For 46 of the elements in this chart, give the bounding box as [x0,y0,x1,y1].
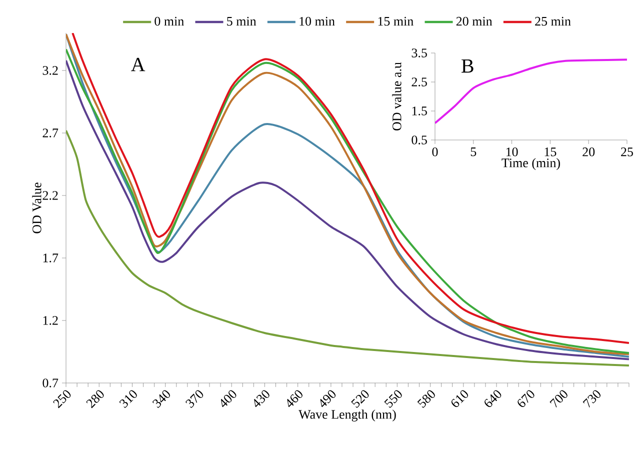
x-tick-label: 370 [186,390,204,408]
x-axis-title: Time (min) [502,158,560,170]
y-tick-label: 3.5 [412,48,427,58]
x-tick-label: 340 [152,390,170,408]
x-tick-label: 0 [432,148,438,156]
legend-label: 10 min [300,16,335,26]
x-tick-label: 490 [320,390,336,408]
x-tick-label: 460 [287,390,302,408]
y-tick-label: 1.5 [412,106,427,116]
y-tick-label: 1.2 [43,316,58,325]
x-tick-label: 400 [220,390,236,408]
x-tick-label: 580 [417,390,435,408]
legend-label: 5 min [227,16,256,26]
x-tick-label: 520 [351,390,369,408]
x-tick-label: 730 [582,390,601,408]
chart-title: B [462,59,474,73]
x-tick-label: 280 [86,390,104,408]
y-tick-label: 0.7 [42,378,58,388]
x-tick-label: 610 [451,390,468,408]
text: A [131,58,146,72]
legend-label: 0 min [154,16,184,26]
legend-label: 25 min [535,16,571,26]
y-tick-label: 2.2 [42,191,58,200]
x-tick-label: 640 [484,390,502,408]
x-tick-label: 430 [254,390,270,408]
line-series [435,58,627,124]
y-tick-label: 2.7 [42,128,58,138]
x-tick-label: 25 [621,148,633,156]
x-tick-label: 250 [53,390,71,408]
x-tick-label: 5 [470,148,476,156]
y-tick-label: 2.5 [412,78,427,86]
legend-label: 15 min [378,16,414,26]
y-axis-title: OD Value [32,182,42,234]
y-axis-title: OD value a.u [392,62,402,130]
x-tick-label: 20 [582,148,595,156]
legend-label: 20 min [456,16,492,26]
y-tick-label: 0.5 [412,136,427,144]
x-tick-label: 310 [119,390,137,408]
x-axis-title: Wave Length (nm) [298,410,396,422]
x-tick-label: 550 [384,390,402,408]
x-tick-label: 670 [518,390,534,408]
y-tick-label: 1.7 [43,254,58,262]
x-tick-label: 700 [550,390,568,408]
x-tick-label: 10 [506,148,518,156]
x-tick-label: 15 [544,148,556,156]
y-tick-label: 3.2 [42,66,58,75]
